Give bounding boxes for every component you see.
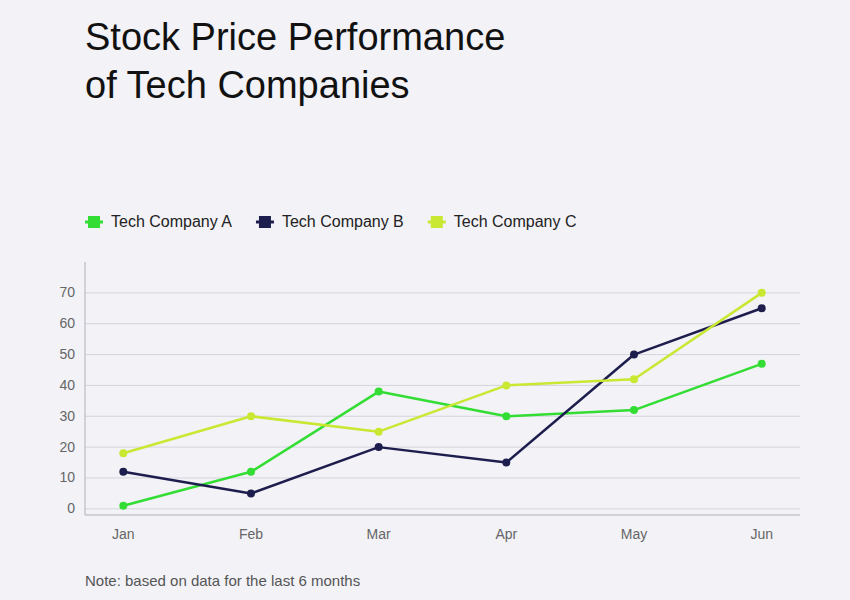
y-tick-label: 0 [67,500,75,516]
point [630,351,638,359]
point [758,360,766,368]
y-axis-line [85,262,86,515]
y-tick-label: 50 [59,346,75,362]
x-tick-label: Jun [750,526,773,542]
x-tick-label: Apr [495,526,517,542]
grid-line [85,477,800,478]
legend-item: Tech Company C [428,213,577,230]
chart-container: Stock Price Performance of Tech Companies… [0,0,850,600]
title-line: Stock Price Performance [85,16,505,58]
legend-item: Tech Company A [85,213,232,230]
x-axis-line [85,515,800,516]
plot-area [119,289,765,510]
point [630,375,638,383]
series-line [123,308,761,493]
point [375,388,383,396]
point [502,381,510,389]
point [119,502,127,510]
grid-line [85,508,800,509]
series [119,304,765,497]
point [630,406,638,414]
legend-swatch [431,216,443,228]
point [758,289,766,297]
point [502,459,510,467]
grid-line [85,323,800,324]
point [119,449,127,457]
x-tick-label: May [621,526,647,542]
y-tick-label: 70 [59,284,75,300]
point [758,304,766,312]
legend-label: Tech Company A [111,213,232,230]
title-line: of Tech Companies [85,64,410,106]
background [0,0,850,600]
series [119,289,765,457]
grid-line [85,354,800,355]
title: Stock Price Performance of Tech Companies [85,16,505,106]
note: Note: based on data for the last 6 month… [85,572,360,589]
point [375,428,383,436]
x-tick-label: Mar [367,526,391,542]
y-tick-label: 30 [59,408,75,424]
series-line [123,364,761,506]
point [502,412,510,420]
legend-item: Tech Company B [256,213,404,230]
point [247,468,255,476]
x-tick-label: Feb [239,526,263,542]
y-tick-label: 60 [59,315,75,331]
grid-line [85,292,800,293]
series-line [123,293,761,453]
grid-line [85,447,800,448]
point [119,468,127,476]
grid-line [85,416,800,417]
legend-swatch [259,216,271,228]
chart-svg: Stock Price Performance of Tech Companies… [0,0,850,600]
legend-label: Tech Company C [454,213,577,230]
grid-line [85,385,800,386]
x-tick-label: Jan [112,526,135,542]
y-tick-label: 10 [59,469,75,485]
point [375,443,383,451]
point [247,489,255,497]
point [247,412,255,420]
y-tick-label: 40 [59,377,75,393]
legend-label: Tech Company B [282,213,404,230]
y-tick-label: 20 [59,439,75,455]
legend-swatch [88,216,100,228]
